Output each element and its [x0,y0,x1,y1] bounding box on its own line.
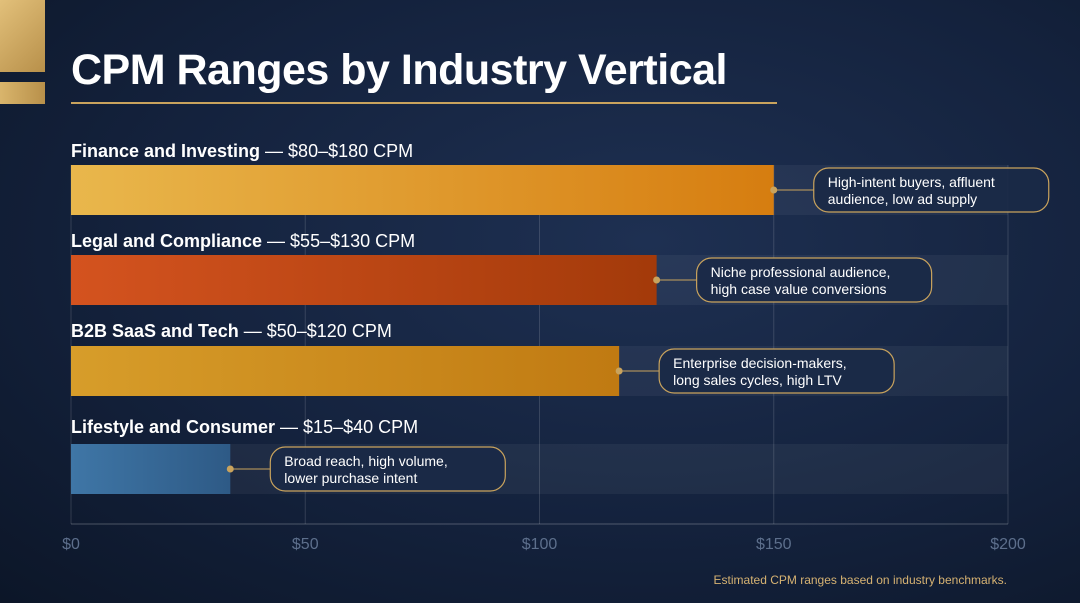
category-name: Finance and Investing [71,141,260,161]
note-bubble [696,257,933,303]
corner-accent-bar [0,82,45,104]
note-text-line: high case value conversions [711,281,887,297]
bar [71,165,774,215]
category-label: Finance and Investing — $80–$180 CPM [71,141,413,161]
chart-title: CPM Ranges by Industry Vertical [71,46,727,94]
category-range: — $50–$120 CPM [239,321,392,341]
note-bubble [269,446,506,492]
note-text-line: High-intent buyers, affluent [828,174,995,190]
category-name: Legal and Compliance [71,231,262,251]
note-text-line: long sales cycles, high LTV [673,372,842,388]
note-text-line: audience, low ad supply [828,191,977,207]
note-text-line: Broad reach, high volume, [284,453,447,469]
x-tick-label: $200 [990,536,1026,553]
bar [71,255,657,305]
category-range: — $80–$180 CPM [260,141,413,161]
note-text-line: Niche professional audience, [711,264,891,280]
note-anchor-dot [226,465,234,473]
note-text-line: Enterprise decision-makers, [673,355,847,371]
note-bubble [658,348,895,394]
note-text-line: lower purchase intent [284,470,417,486]
x-tick-label: $0 [62,536,80,553]
bar [71,346,620,396]
x-tick-label: $50 [292,536,319,553]
note-anchor-dot [770,186,778,194]
corner-accent-block [0,0,45,72]
x-tick-label: $100 [522,536,558,553]
x-tick-label: $150 [756,536,792,553]
category-label: Legal and Compliance — $55–$130 CPM [71,231,415,251]
category-range: — $15–$40 CPM [275,417,418,437]
title-underline [71,102,777,104]
note-anchor-dot [615,367,623,375]
category-range: — $55–$130 CPM [262,231,415,251]
category-label: Lifestyle and Consumer — $15–$40 CPM [71,417,418,437]
footnote: Estimated CPM ranges based on industry b… [713,573,1007,587]
category-name: Lifestyle and Consumer [71,417,275,437]
bar [71,444,231,494]
category-name: B2B SaaS and Tech [71,321,239,341]
category-label: B2B SaaS and Tech — $50–$120 CPM [71,321,392,341]
note-anchor-dot [653,276,661,284]
note-bubble [813,167,1050,213]
